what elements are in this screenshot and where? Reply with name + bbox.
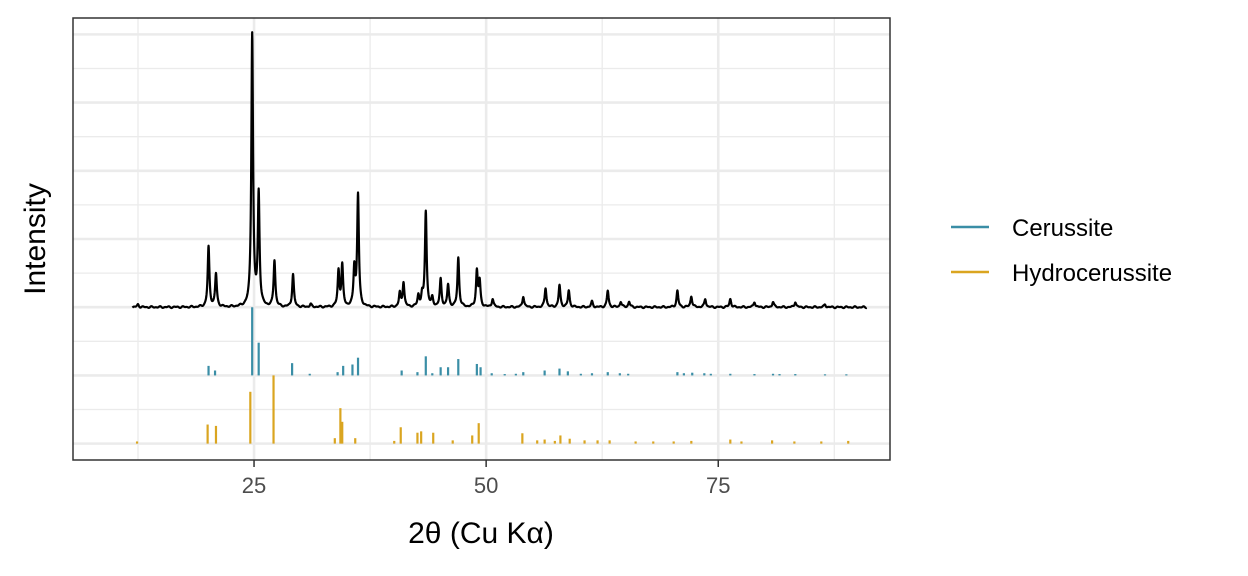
series-cerussite <box>207 307 848 376</box>
legend: Cerussite Hydrocerussite <box>951 215 1172 287</box>
legend-label-cerussite: Cerussite <box>1012 215 1113 242</box>
data-layer <box>131 31 868 444</box>
pattern-line <box>131 31 868 310</box>
x-axis: 25 50 75 <box>242 460 730 498</box>
y-axis-title: Intensity <box>19 183 52 295</box>
legend-label-hydrocerussite: Hydrocerussite <box>1012 260 1172 287</box>
series-hydrocerussite <box>135 375 850 444</box>
plot-border <box>72 17 891 461</box>
x-tick-label: 50 <box>474 473 498 498</box>
x-tick-label: 75 <box>706 473 730 498</box>
x-axis-title: 2θ (Cu Kα) <box>408 517 554 550</box>
x-tick-label: 25 <box>242 473 266 498</box>
